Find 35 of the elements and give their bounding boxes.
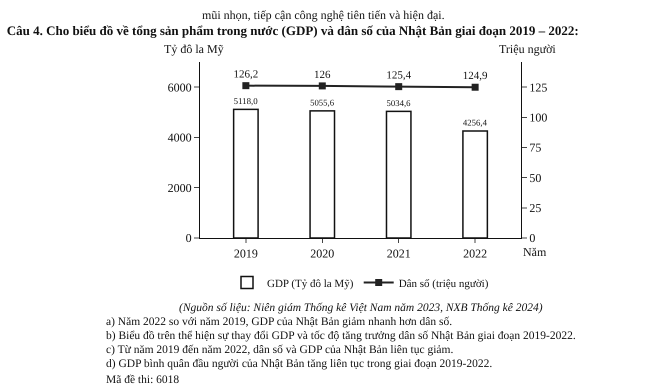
text: mũi nhọn, tiếp cận công nghệ tiên tiến và hiện đại. <box>202 8 445 22</box>
data-label: 126 <box>314 68 332 81</box>
y2-tick-label: 75 <box>529 140 542 155</box>
y2-tick-label: 0 <box>529 231 536 246</box>
data-label: 124,9 <box>462 70 488 82</box>
legend-label: GDP (Tỷ đô la Mỹ) <box>267 278 354 290</box>
text: d) GDP bình quân đầu người của Nhật Bản tăng liên tục trong giai đoạn 2019-2022. <box>106 358 492 370</box>
y2-tick-label: 50 <box>529 170 542 185</box>
legend-label: Dân số (triệu người) <box>398 278 489 290</box>
y2-tick-label: 125 <box>529 80 548 94</box>
y-axis-title: Tỷ đô la Mỹ <box>164 42 224 56</box>
data-label: 5118,0 <box>234 96 258 106</box>
y-tick-label: 4000 <box>168 130 192 145</box>
x-axis-title: Năm <box>523 245 547 259</box>
text: (Nguồn số liệu: Niên giám Thống kê Việt Nam năm 2023, NXB Thống kê 2024) <box>179 302 543 314</box>
data-label: 126,2 <box>233 68 258 81</box>
data-label: 5034,6 <box>386 98 412 108</box>
y-tick-label: 2000 <box>168 180 192 195</box>
text: Mã đề thi: 6018 <box>106 374 180 386</box>
x-tick-label: 2022 <box>463 246 488 260</box>
text: c) Từ năm 2019 đến năm 2022, dân số và GDP của Nhật Bản liên tục giảm. <box>106 344 454 356</box>
text: b) Biểu đồ trên thể hiện sự thay đổi GDP và tốc độ tăng trưởng dân số Nhật Bản giai đoạn 2019-2022. <box>106 330 576 342</box>
chart-title: Câu 4. Cho biểu đồ về tổng sản phẩm trong nước (GDP) và dân số của Nhật Bản giai đoạn 2019 – 2022: <box>6 23 579 38</box>
data-label: 125,4 <box>386 70 412 82</box>
x-tick-label: 2020 <box>310 246 334 260</box>
data-label: 4256,4 <box>462 118 488 128</box>
y2-axis-title: Triệu người <box>499 42 556 56</box>
x-tick-label: 2021 <box>386 246 411 260</box>
x-tick-label: 2019 <box>234 246 258 260</box>
data-label: 5055,6 <box>310 98 335 108</box>
y-tick-label: 0 <box>186 231 192 246</box>
text: a) Năm 2022 so với năm 2019, GDP của Nhật Bản giảm nhanh hơn dân số. <box>106 316 452 328</box>
y2-tick-label: 25 <box>529 201 542 216</box>
y2-tick-label: 100 <box>529 110 548 124</box>
y-tick-label: 6000 <box>168 80 192 94</box>
